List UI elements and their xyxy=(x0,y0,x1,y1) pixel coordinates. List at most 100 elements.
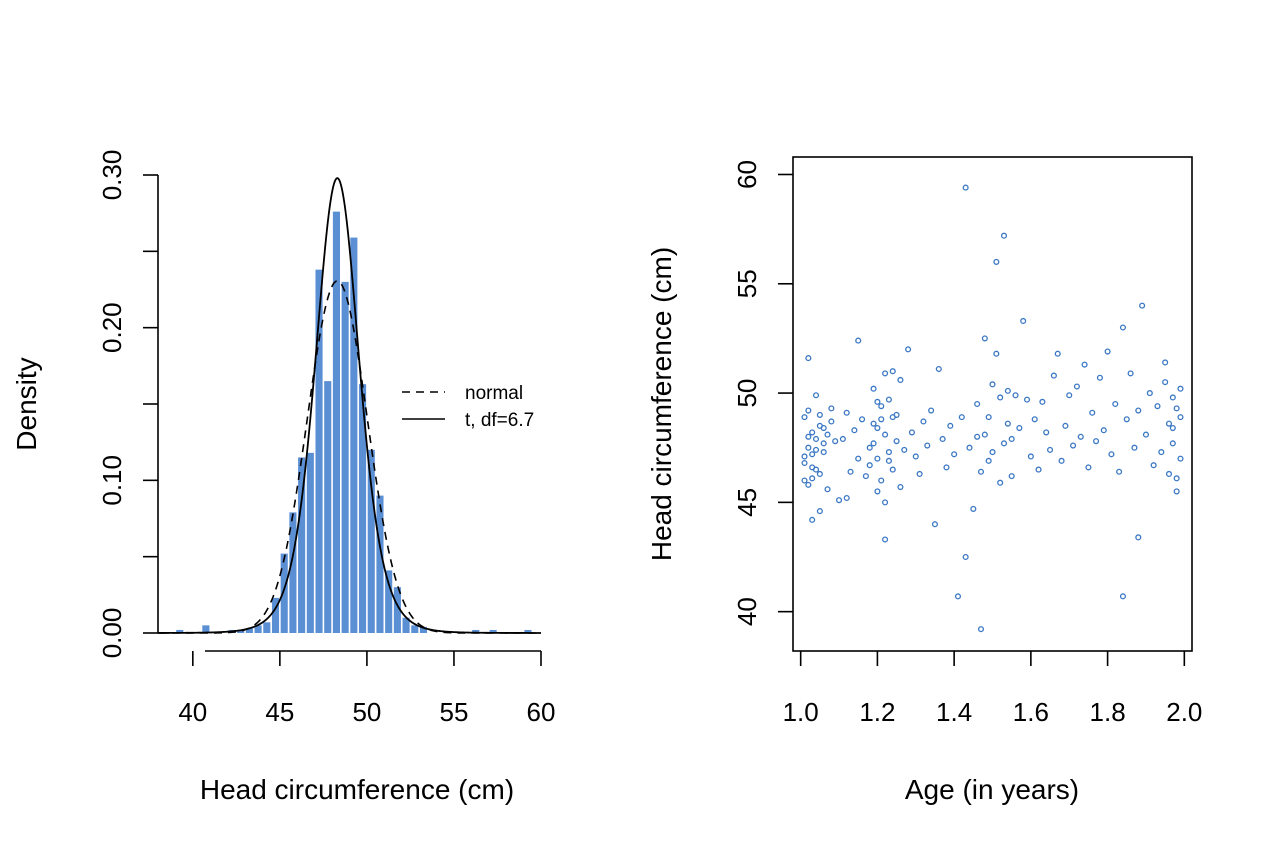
x-tick-label: 60 xyxy=(527,697,556,727)
scatter-point-62 xyxy=(901,446,908,453)
scatter-point-75 xyxy=(935,365,942,373)
y-tick-label: 0.20 xyxy=(97,302,127,353)
scatter-point-51 xyxy=(878,477,885,484)
scatter-point-43 xyxy=(878,403,885,410)
scatter-point-12 xyxy=(816,411,823,418)
scatter-point-152 xyxy=(1173,405,1180,412)
histogram-bar-25 xyxy=(472,629,480,633)
scatter-point-40 xyxy=(866,444,873,451)
histogram-bar-10 xyxy=(298,457,306,633)
scatter-point-93 xyxy=(993,350,1000,357)
scatter-point-15 xyxy=(801,477,808,484)
scatter-point-112 xyxy=(1035,466,1042,473)
scatter-point-18 xyxy=(812,392,820,399)
scatter-point-57 xyxy=(897,376,904,384)
x-tick-label: 1.4 xyxy=(936,697,972,727)
scatter-point-30 xyxy=(835,497,843,504)
scatter-point-36 xyxy=(843,409,850,416)
x-tick-label: 40 xyxy=(178,697,207,727)
x-axis-title: Head circumference (cm) xyxy=(200,774,514,805)
scatter-point-2 xyxy=(801,459,808,467)
scatter-point-33 xyxy=(847,468,854,475)
plot-frame xyxy=(792,156,1193,652)
y-axis-title: Density xyxy=(11,357,42,450)
t-density-curve xyxy=(158,177,541,634)
scatter-point-52 xyxy=(885,396,892,403)
scatter-point-27 xyxy=(828,405,835,412)
histogram-bar-13 xyxy=(324,381,332,633)
scatter-point-132 xyxy=(1112,400,1119,408)
x-tick-label: 1.0 xyxy=(783,697,819,727)
scatter-point-19 xyxy=(809,516,816,523)
scatter-point-136 xyxy=(1123,416,1130,423)
scatter-point-128 xyxy=(1096,374,1103,381)
histogram-bar-23 xyxy=(411,625,419,633)
histogram-bar-26 xyxy=(489,629,497,633)
scatter-point-0 xyxy=(805,444,812,451)
scatter-point-66 xyxy=(882,370,889,377)
scatter-point-41 xyxy=(870,420,877,427)
scatter-point-10 xyxy=(824,431,831,438)
histogram-bar-6 xyxy=(263,622,271,633)
scatter-point-45 xyxy=(866,462,873,469)
scatter-point-47 xyxy=(882,536,889,543)
scatter-point-113 xyxy=(1039,398,1046,405)
scatter-point-98 xyxy=(1008,473,1015,480)
scatter-point-137 xyxy=(1127,370,1134,377)
scatter-point-122 xyxy=(1073,383,1080,390)
scatter-point-31 xyxy=(843,494,850,502)
histogram-bar-0 xyxy=(176,629,184,633)
scatter-point-28 xyxy=(812,446,820,453)
scatter-point-133 xyxy=(1116,468,1123,475)
y-axis-ticks: 0.00 0.10 0.20 0.30 xyxy=(97,150,158,659)
scatter-point-7 xyxy=(820,440,827,447)
scatter-point-69 xyxy=(912,453,919,460)
scatter-point-8 xyxy=(801,414,808,421)
scatter-point-126 xyxy=(1089,409,1096,416)
scatter-point-16 xyxy=(820,449,827,456)
scatter-point-94 xyxy=(997,394,1004,401)
histogram-bars xyxy=(176,211,532,634)
scatter-point-138 xyxy=(1131,444,1138,451)
scatter-panel: 40 45 50 55 60 1.0 1.2 1.4 1.6 1.8 2.0 Head circu… xyxy=(646,156,1202,805)
x-tick-label: 2.0 xyxy=(1166,697,1202,727)
scatter-point-102 xyxy=(997,479,1004,486)
histogram-bar-16 xyxy=(350,237,358,634)
scatter-points xyxy=(801,184,1184,633)
scatter-point-135 xyxy=(1119,593,1126,600)
scatter-point-91 xyxy=(989,381,996,388)
scatter-point-64 xyxy=(889,368,896,375)
scatter-point-150 xyxy=(1173,488,1180,495)
scatter-point-44 xyxy=(882,431,889,438)
scatter-point-71 xyxy=(920,418,927,425)
scatter-point-151 xyxy=(1177,455,1184,462)
histogram-bar-1 xyxy=(202,625,210,633)
scatter-point-130 xyxy=(1104,348,1111,355)
x-tick-label: 50 xyxy=(352,697,381,727)
x-axis-ticks: 40 45 50 55 60 xyxy=(178,651,555,727)
scatter-point-83 xyxy=(962,184,969,191)
scatter-point-76 xyxy=(939,435,946,443)
scatter-point-157 xyxy=(1177,414,1184,421)
scatter-point-119 xyxy=(1062,422,1069,429)
scatter-point-127 xyxy=(1093,438,1100,445)
scatter-point-86 xyxy=(974,400,981,408)
scatter-point-87 xyxy=(977,626,985,633)
scatter-point-53 xyxy=(893,438,900,445)
scatter-point-65 xyxy=(897,484,904,491)
scatter-point-104 xyxy=(974,433,981,440)
histogram-bar-11 xyxy=(306,452,314,633)
scatter-point-149 xyxy=(1169,394,1176,401)
scatter-point-77 xyxy=(943,464,950,471)
scatter-point-105 xyxy=(977,468,985,475)
scatter-point-131 xyxy=(1108,451,1115,458)
scatter-point-74 xyxy=(931,521,939,528)
scatter-point-159 xyxy=(1169,440,1176,447)
x-axis-title: Age (in years) xyxy=(905,774,1079,805)
y-tick-label: 0.00 xyxy=(97,608,127,659)
x-tick-label: 1.8 xyxy=(1090,697,1126,727)
scatter-point-50 xyxy=(870,385,877,392)
scatter-point-114 xyxy=(1043,429,1050,436)
scatter-point-26 xyxy=(809,464,816,471)
scatter-point-81 xyxy=(958,414,965,421)
